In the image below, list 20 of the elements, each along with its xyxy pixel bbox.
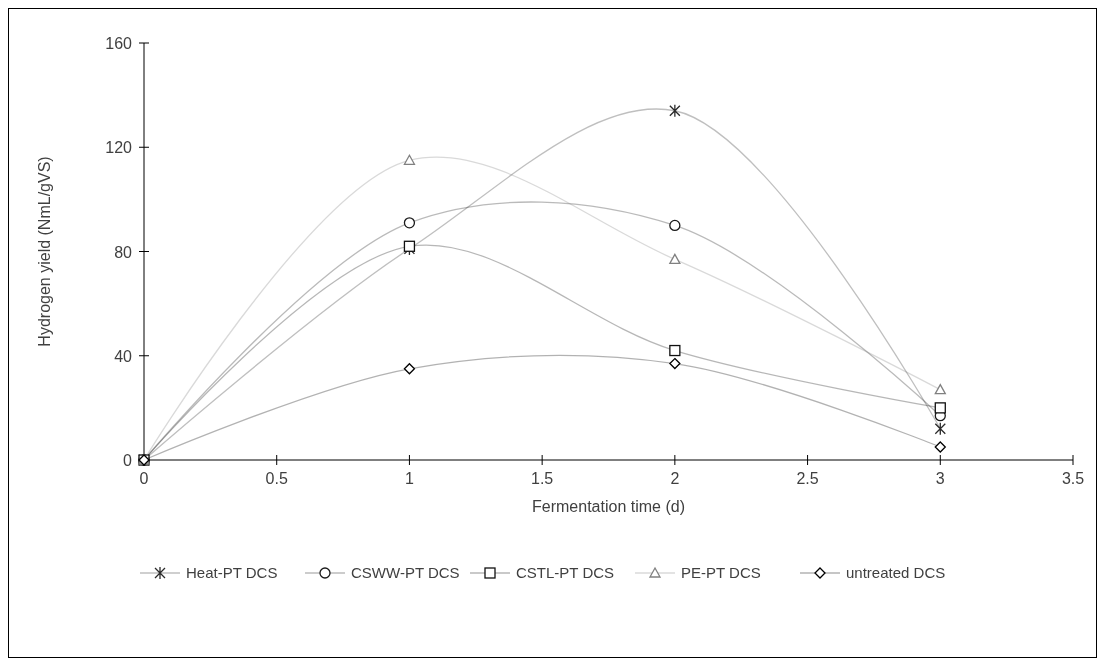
x-axis-title: Fermentation time (d): [532, 498, 685, 515]
x-tick-label: 3: [935, 470, 945, 487]
x-tick-label: 2.5: [796, 470, 819, 487]
y-axis-title: Hydrogen yield (NmL/gVS): [36, 156, 53, 347]
x-tick-label: 0: [139, 470, 149, 487]
legend-label: CSTL-PT DCS: [516, 564, 615, 581]
x-tick-label: 1: [404, 470, 414, 487]
x-tick-label: 1.5: [531, 470, 554, 487]
legend-label: CSWW-PT DCS: [351, 564, 460, 581]
y-tick-label: 160: [105, 35, 133, 52]
legend-label: untreated DCS: [846, 564, 946, 581]
y-tick-label: 80: [114, 243, 133, 261]
x-tick-label: 2: [670, 470, 680, 487]
x-tick-label: 3.5: [1061, 470, 1085, 487]
y-tick-label: 0: [123, 452, 133, 469]
y-tick-label: 40: [114, 347, 133, 365]
y-tick-label: 120: [105, 139, 133, 157]
legend-label: PE-PT DCS: [681, 564, 761, 581]
legend-label: Heat-PT DCS: [186, 564, 278, 581]
x-tick-label: 0.5: [265, 470, 288, 487]
